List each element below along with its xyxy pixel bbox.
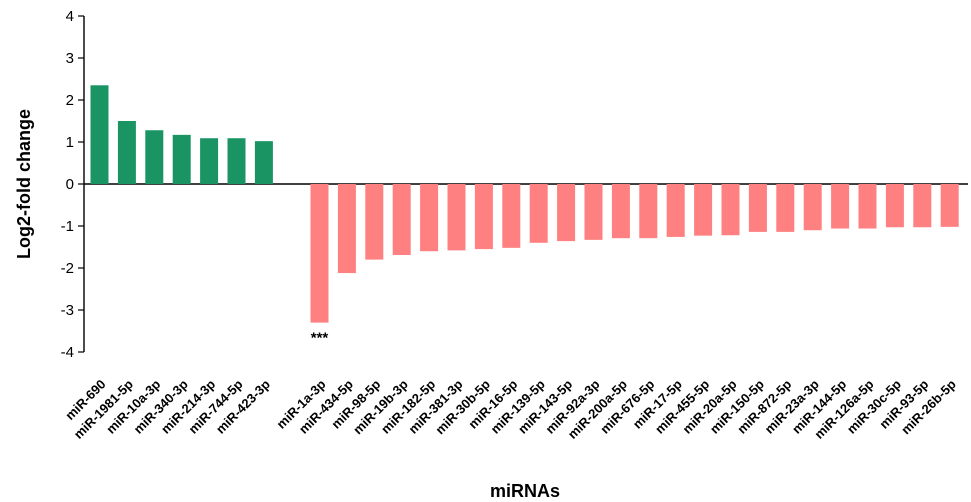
bar	[913, 184, 931, 227]
y-axis-title: Log2-fold change	[14, 109, 34, 259]
bar	[667, 184, 685, 237]
bar	[612, 184, 630, 238]
y-tick-label: -2	[61, 260, 74, 277]
bar	[859, 184, 877, 229]
bar	[338, 184, 356, 273]
bar	[502, 184, 520, 248]
y-tick-label: -4	[61, 344, 74, 361]
significance-annotation: ***	[311, 330, 329, 347]
y-tick-label: 2	[66, 92, 74, 109]
y-tick-label: -1	[61, 218, 74, 235]
bar	[448, 184, 466, 250]
bar	[393, 184, 411, 255]
annotations: ***	[311, 330, 329, 347]
x-tick-labels: miR-690miR-1981-5pmiR-10a-3pmiR-340-3pmi…	[62, 376, 959, 441]
bar	[639, 184, 657, 238]
bar	[776, 184, 794, 232]
bar	[831, 184, 849, 229]
bar	[804, 184, 822, 230]
bar	[173, 135, 191, 184]
x-axis-title: miRNAs	[490, 481, 560, 501]
bar	[886, 184, 904, 227]
bar	[91, 85, 109, 184]
y-tick-label: 0	[66, 176, 74, 193]
y-tick-label: 1	[66, 134, 74, 151]
bar	[145, 130, 163, 184]
bar	[200, 138, 218, 184]
y-tick-label: -3	[61, 302, 74, 319]
y-tick-label: 3	[66, 50, 74, 67]
bars	[91, 85, 959, 322]
bar	[941, 184, 959, 227]
bar	[365, 184, 383, 260]
bar	[530, 184, 548, 243]
bar	[420, 184, 438, 251]
bar	[749, 184, 767, 232]
bar	[118, 121, 136, 184]
bar	[255, 141, 273, 184]
bar	[694, 184, 712, 236]
bar	[311, 184, 329, 323]
bar	[557, 184, 575, 241]
bar	[228, 138, 246, 184]
y-tick-label: 4	[66, 8, 74, 25]
bar	[475, 184, 493, 249]
bar	[585, 184, 603, 240]
bar	[722, 184, 740, 235]
